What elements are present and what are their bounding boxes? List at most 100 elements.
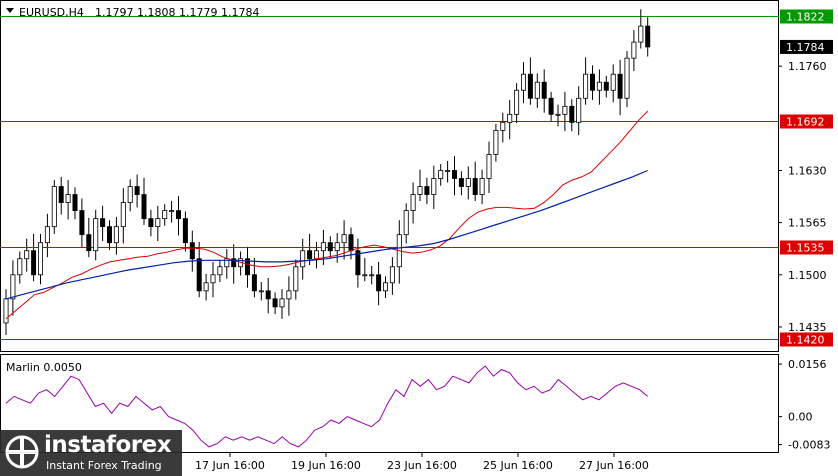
- marlin-pane: [5, 365, 649, 448]
- candle-bullish: [555, 113, 561, 116]
- level-price-label: 1.1420: [786, 334, 825, 347]
- candle-bearish: [141, 194, 147, 220]
- candle-bullish: [382, 282, 388, 292]
- indicator-frame: [0, 354, 779, 453]
- candle-bullish: [169, 210, 175, 212]
- candle-bearish: [327, 242, 333, 252]
- candle-bullish: [507, 113, 513, 123]
- candle-bullish: [38, 242, 44, 276]
- price-pane: [0, 9, 779, 340]
- candle-bullish: [369, 274, 375, 277]
- candle-bullish: [341, 234, 347, 244]
- x-tick-label: 17 Jun 16:00: [195, 459, 265, 472]
- candle-bullish: [403, 210, 409, 236]
- level-price-tag: [780, 332, 833, 347]
- candle-bullish: [162, 210, 168, 220]
- osc-y-tick-label: 0.0156: [788, 358, 827, 371]
- candle-bullish: [596, 81, 602, 91]
- candle-bullish: [313, 250, 319, 260]
- x-tick-label: 25 Jun 16:00: [483, 459, 553, 472]
- candle-bullish: [576, 97, 582, 123]
- x-tick-label: 19 Jun 16:00: [291, 459, 361, 472]
- candle-bullish: [389, 266, 395, 284]
- candle-bullish: [562, 105, 568, 115]
- candle-bullish: [486, 154, 492, 179]
- candle-bullish: [120, 202, 126, 228]
- candle-bullish: [300, 250, 306, 268]
- instaforex-logo-icon: [5, 435, 39, 469]
- dropdown-triangle-icon[interactable]: [6, 8, 14, 13]
- candle-bullish: [334, 242, 340, 252]
- candle-bearish: [182, 218, 188, 244]
- y-tick-label: 1.1500: [788, 269, 827, 282]
- candle-bullish: [210, 274, 216, 284]
- y-tick-label: 1.1435: [788, 321, 827, 334]
- candle-bullish: [203, 282, 209, 292]
- candle-bullish: [17, 258, 23, 276]
- candle-bullish: [417, 186, 423, 195]
- candle-bearish: [424, 186, 430, 195]
- candle-bullish: [362, 274, 368, 277]
- candle-bullish: [155, 218, 161, 228]
- candle-bullish: [431, 178, 437, 195]
- candle-bearish: [148, 218, 154, 228]
- candle-bearish: [590, 73, 596, 91]
- candle-bullish: [258, 290, 264, 293]
- candle-bearish: [58, 186, 64, 203]
- candle-bullish: [24, 250, 30, 260]
- indicator-label: Marlin 0.0050: [6, 361, 82, 374]
- candle-bearish: [79, 210, 85, 236]
- y-tick-label: 1.1760: [788, 60, 827, 73]
- candle-bullish: [44, 226, 50, 244]
- candle-bearish: [617, 73, 623, 99]
- ma-fast-line: [5, 110, 649, 320]
- osc-y-tick-label: -0.0083: [788, 439, 830, 452]
- candle-bullish: [521, 73, 527, 91]
- y-tick-label: 1.1565: [788, 217, 827, 230]
- candle-bearish: [541, 81, 547, 99]
- candle-bearish: [603, 81, 609, 91]
- price-axis[interactable]: 1.1822 1.1692 1.1535 1.1420 1.1760 1.1630 1.15…: [778, 9, 833, 347]
- candle-bearish: [376, 274, 382, 292]
- candle-bullish: [51, 186, 57, 228]
- candle-bullish: [438, 170, 444, 179]
- candle-bearish: [307, 250, 313, 260]
- time-axis[interactable]: 17 Jun 16:00 19 Jun 16:00 23 Jun 16:00 25 J…: [195, 453, 649, 472]
- current-price-tag: [780, 39, 833, 54]
- candle-bullish: [514, 89, 520, 115]
- candle-bearish: [231, 258, 237, 268]
- candle-bearish: [355, 250, 361, 276]
- level-price-tag: [780, 114, 833, 129]
- candle-bearish: [86, 234, 92, 252]
- candlesticks: [3, 9, 651, 335]
- indicator-axis: 0.0156 0.00 -0.0083: [778, 358, 830, 452]
- candle-bullish: [534, 81, 540, 99]
- candle-bearish: [265, 290, 271, 300]
- candle-bearish: [100, 218, 106, 228]
- candle-bearish: [107, 226, 113, 244]
- candle-bullish: [583, 73, 589, 99]
- candle-bullish: [113, 226, 119, 244]
- candle-bullish: [493, 129, 499, 155]
- candle-bullish: [410, 194, 416, 211]
- candle-bearish: [451, 170, 457, 179]
- ohlc-values: 1.1797 1.1808 1.1779 1.1784: [95, 6, 259, 19]
- symbol-label: EURUSD,H4: [19, 6, 84, 19]
- watermark-tagline: Instant Forex Trading: [46, 459, 162, 472]
- candle-bullish: [286, 290, 292, 300]
- candle-bullish: [631, 41, 637, 59]
- candle-bearish: [548, 97, 554, 115]
- candle-bullish: [3, 298, 9, 324]
- candle-bullish: [500, 121, 506, 131]
- marlin-line: [5, 365, 649, 448]
- osc-y-tick-label: 0.00: [788, 411, 813, 424]
- candle-bearish: [645, 25, 651, 48]
- candle-bullish: [279, 298, 285, 308]
- candle-bearish: [134, 186, 140, 195]
- x-tick-label: 23 Jun 16:00: [387, 459, 457, 472]
- level-price-tag: [780, 240, 833, 255]
- candle-bearish: [196, 258, 202, 292]
- candle-bearish: [272, 298, 278, 308]
